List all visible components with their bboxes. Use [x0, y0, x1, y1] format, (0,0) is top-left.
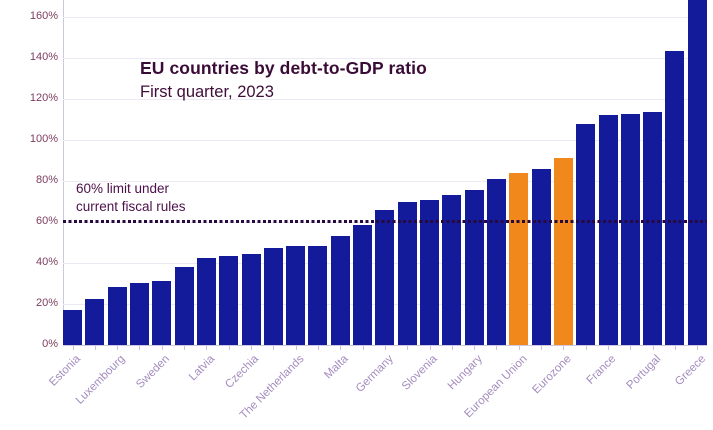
- x-axis-tick: [72, 346, 74, 350]
- x-axis-tick: [451, 346, 453, 350]
- bar-finland: [442, 194, 462, 345]
- bar-hungary: [464, 190, 484, 345]
- bar-slovenia: [420, 200, 439, 345]
- bar-romania: [263, 248, 283, 345]
- chart-subtitle: First quarter, 2023: [140, 83, 274, 101]
- x-axis-tick: [317, 346, 319, 350]
- gridline-80%: [63, 181, 707, 182]
- bar-austria: [486, 179, 506, 345]
- gridline-100%: [63, 140, 707, 141]
- x-axis-label-malta: Malta: [322, 353, 351, 382]
- x-axis-tick: [384, 346, 386, 350]
- bar-the-netherlands: [286, 246, 306, 345]
- x-axis-tick: [228, 346, 230, 350]
- bar-italy: [665, 50, 685, 345]
- x-axis-tick: [161, 346, 163, 350]
- y-axis-label-100%: 100%: [29, 133, 58, 145]
- bar-czechia: [241, 253, 261, 345]
- x-axis-tick: [273, 346, 275, 350]
- gridline-140%: [63, 58, 707, 59]
- bars-row: [63, 0, 707, 345]
- x-axis-tick: [429, 346, 431, 350]
- bar-bulgaria: [85, 298, 105, 345]
- x-axis-label-estonia: Estonia: [47, 353, 83, 389]
- bar-cyprus: [531, 169, 551, 345]
- bar-greece: [687, 0, 707, 345]
- bar-estonia: [63, 309, 82, 345]
- x-axis-tick: [206, 346, 208, 350]
- y-axis-label-20%: 20%: [35, 297, 58, 309]
- x-axis-tick: [541, 346, 543, 350]
- x-axis-tick: [407, 346, 409, 350]
- bar-slovakia: [353, 225, 373, 345]
- annotation-60-limit: 60% limit under current fiscal rules: [76, 180, 186, 216]
- x-axis-tick: [117, 346, 119, 350]
- bar-luxembourg: [107, 287, 127, 345]
- x-axis-tick: [585, 346, 587, 350]
- y-axis-label-60%: 60%: [35, 215, 58, 227]
- bar-portugal: [643, 111, 663, 345]
- y-axis-label-80%: 80%: [35, 174, 58, 186]
- x-axis-label-greece: Greece: [672, 353, 708, 389]
- bar-lithuania: [174, 266, 194, 345]
- x-axis-tick: [563, 346, 565, 350]
- y-axis-label-140%: 140%: [29, 51, 58, 63]
- y-axis-label-160%: 160%: [29, 10, 58, 22]
- bar-poland: [308, 245, 328, 345]
- bar-european-union: [509, 173, 529, 345]
- bar-germany: [375, 209, 395, 345]
- x-axis-tick: [697, 346, 699, 350]
- x-axis-label-czechia: Czechia: [223, 353, 262, 391]
- x-axis-tick: [474, 346, 476, 350]
- annotation-line-1: 60% limit under: [76, 181, 170, 196]
- x-axis-tick: [94, 346, 96, 350]
- x-axis-tick: [518, 346, 520, 350]
- bar-malta: [330, 235, 350, 345]
- x-axis-tick: [139, 346, 141, 350]
- bar-croatia: [397, 201, 417, 345]
- chart-title: EU countries by debt-to-GDP ratio: [140, 58, 427, 78]
- x-axis-tick: [652, 346, 654, 350]
- x-axis-label-hungary: Hungary: [445, 353, 485, 393]
- x-axis-tick: [496, 346, 498, 350]
- y-axis-line: [63, 0, 64, 346]
- x-axis-label-france: France: [584, 353, 619, 387]
- x-axis-tick: [630, 346, 632, 350]
- y-axis-label-0%: 0%: [42, 338, 58, 350]
- bar-belgium: [576, 124, 596, 345]
- x-axis-label-germany: Germany: [353, 353, 396, 395]
- x-axis-tick: [295, 346, 297, 350]
- y-axis-label-40%: 40%: [35, 256, 58, 268]
- x-axis-tick: [251, 346, 252, 350]
- x-axis-label-eurozone: Eurozone: [530, 353, 574, 397]
- title-block: EU countries by debt-to-GDP ratio First …: [140, 58, 427, 102]
- bar-spain: [620, 113, 640, 345]
- y-axis-label-120%: 120%: [29, 92, 58, 104]
- x-axis-label-slovenia: Slovenia: [400, 353, 440, 393]
- x-axis-tick: [674, 346, 676, 350]
- x-axis-label-latvia: Latvia: [186, 353, 217, 384]
- bar-ireland: [219, 255, 239, 345]
- annotation-line-2: current fiscal rules: [76, 199, 186, 215]
- x-axis-tick: [340, 346, 342, 350]
- bar-france: [598, 114, 618, 345]
- gridline-120%: [63, 99, 707, 100]
- bar-eurozone: [553, 158, 573, 345]
- x-axis-label-sweden: Sweden: [134, 353, 173, 391]
- bar-sweden: [152, 281, 172, 345]
- x-axis-tick: [184, 346, 186, 350]
- x-axis-tick: [362, 346, 364, 350]
- reference-dotted-line-60pct: [63, 220, 707, 223]
- x-axis-line: [63, 345, 707, 346]
- x-axis-label-portugal: Portugal: [624, 353, 664, 392]
- x-axis-tick: [608, 346, 609, 350]
- gridline-160%: [63, 17, 707, 18]
- bar-latvia: [196, 258, 216, 345]
- bar-denmark: [129, 283, 149, 345]
